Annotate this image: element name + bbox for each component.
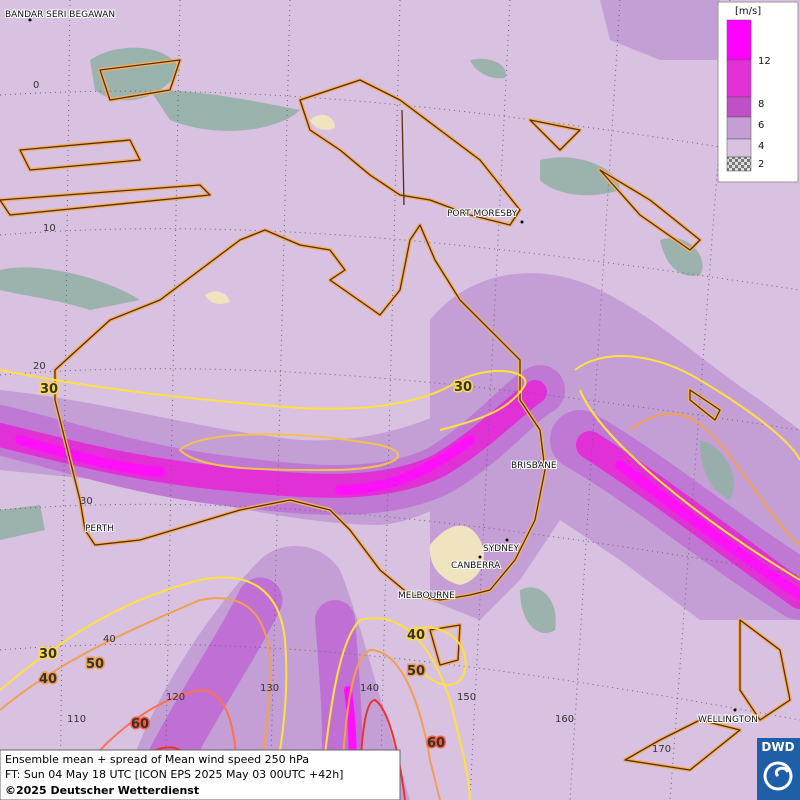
caption: Ensemble mean + spread of Mean wind spee… (0, 749, 401, 800)
contour-label: 60 (427, 736, 445, 751)
contour-label: 50 (407, 664, 425, 679)
logo: DWD (757, 738, 800, 800)
city-label: CANBERRA (451, 561, 501, 571)
city-label: MELBOURNE (398, 591, 455, 601)
grid-label: 130 (260, 683, 279, 694)
contour-label: 40 (407, 628, 425, 643)
contour-label: 30 (454, 380, 472, 395)
city-label: SYDNEY (483, 544, 520, 554)
terrain (205, 114, 484, 585)
grid-label: 40 (103, 634, 116, 645)
legend-label: 12 (758, 56, 771, 67)
city-label: WELLINGTON (698, 715, 758, 725)
city-label: PERTH (85, 524, 114, 534)
city-label: BRISBANE (511, 461, 557, 471)
legend-label: 6 (758, 120, 764, 131)
contour-label: 30 (39, 647, 57, 662)
contour-label: 40 (39, 672, 57, 687)
legend-label: 2 (758, 159, 764, 170)
contour-label: 60 (131, 717, 149, 732)
grid-label: 20 (33, 361, 46, 372)
grid-label: 120 (166, 692, 185, 703)
grid-label: 0 (33, 80, 39, 91)
logo-text: DWD (761, 740, 794, 754)
contour-label: 50 (86, 657, 104, 672)
caption-line: Ensemble mean + spread of Mean wind spee… (5, 753, 309, 766)
caption-line: FT: Sun 04 May 18 UTC [ICON EPS 2025 May… (5, 768, 343, 781)
legend-label: 4 (758, 141, 764, 152)
grid-label: 110 (67, 714, 86, 725)
city-label: PORT MORESBY (447, 209, 518, 219)
grid-label: 10 (43, 223, 56, 234)
legend: [m/s] 12 8 6 4 2 (717, 1, 799, 183)
grid-label: 30 (80, 496, 93, 507)
city-label: BANDAR SERI BEGAWAN (5, 10, 115, 20)
grid-label: 150 (457, 692, 476, 703)
city-marker (28, 18, 737, 712)
caption-line: ©2025 Deutscher Wetterdienst (5, 784, 199, 797)
legend-label: 8 (758, 99, 764, 110)
contour-label: 30 (40, 382, 58, 397)
jet-stream (0, 365, 800, 800)
grid-label: 140 (360, 683, 379, 694)
grid-label: 160 (555, 714, 574, 725)
grid-label: 170 (652, 744, 671, 755)
coastline (0, 59, 791, 771)
legend-unit: [m/s] (735, 6, 761, 17)
